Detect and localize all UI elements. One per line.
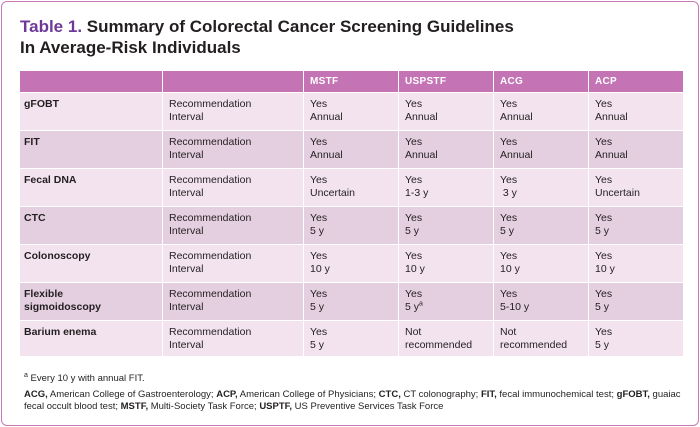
cell-uspstf: Yes 1-3 y (398, 169, 493, 207)
header-test (20, 71, 162, 93)
table-number: Table 1. (20, 17, 83, 36)
cell-acp: Yes Annual (588, 93, 683, 131)
cell-uspstf: Yes Annual (398, 131, 493, 169)
cell-acp: Yes Uncertain (588, 169, 683, 207)
cell-acp: Yes 5 y (588, 207, 683, 245)
screening-guidelines-table: MSTF USPSTF ACG ACP gFOBT Recommendation… (20, 71, 683, 357)
table-row: gFOBT Recommendation Interval Yes Annual Y… (20, 93, 683, 131)
cell-acg: Yes Annual (493, 131, 588, 169)
measure-labels: Recommendation Interval (162, 169, 303, 207)
cell-mstf: Yes 5 y (303, 321, 398, 357)
cell-uspstf: Yes 10 y (398, 245, 493, 283)
measure-labels: Recommendation Interval (162, 131, 303, 169)
header-uspstf: USPSTF (398, 71, 493, 93)
test-name: CTC (20, 207, 162, 245)
cell-mstf: Yes Annual (303, 93, 398, 131)
table-header-row: MSTF USPSTF ACG ACP (20, 71, 683, 93)
cell-acg: Not recommended (493, 321, 588, 357)
abbreviations-footnote: ACG, American College of Gastroenterolog… (24, 389, 681, 412)
table-row: CTC Recommendation Interval Yes 5 y Yes 5 y… (20, 207, 683, 245)
table-row: FIT Recommendation Interval Yes Annual Yes… (20, 131, 683, 169)
table-row: Fecal DNA Recommendation Interval Yes Unce… (20, 169, 683, 207)
footnote-a: a Every 10 y with annual FIT. (24, 371, 145, 384)
cell-uspstf: Yes 5 y (398, 207, 493, 245)
header-acp: ACP (588, 71, 683, 93)
cell-acg: Yes 5 y (493, 207, 588, 245)
cell-acg: Yes Annual (493, 93, 588, 131)
cell-acp: Yes 10 y (588, 245, 683, 283)
footnote-marker: a (419, 300, 423, 308)
table-row: Colonoscopy Recommendation Interval Yes 10… (20, 245, 683, 283)
measure-labels: Recommendation Interval (162, 245, 303, 283)
test-name: Barium enema (20, 321, 162, 357)
header-acg: ACG (493, 71, 588, 93)
cell-uspstf: Not recommended (398, 321, 493, 357)
table-row: Flexible sigmoidoscopy Recommendation Inte… (20, 283, 683, 321)
header-mstf: MSTF (303, 71, 398, 93)
cell-acp: Yes 5 y (588, 283, 683, 321)
test-name: Colonoscopy (20, 245, 162, 283)
test-name: Fecal DNA (20, 169, 162, 207)
cell-mstf: Yes 5 y (303, 207, 398, 245)
table-title: Table 1. Summary of Colorectal Cancer Sc… (20, 16, 680, 58)
cell-mstf: Yes 5 y (303, 283, 398, 321)
measure-labels: Recommendation Interval (162, 283, 303, 321)
measure-labels: Recommendation Interval (162, 207, 303, 245)
title-text-line2: In Average-Risk Individuals (20, 38, 241, 57)
cell-uspstf: Yes Annual (398, 93, 493, 131)
cell-acg: Yes 10 y (493, 245, 588, 283)
test-name: FIT (20, 131, 162, 169)
cell-mstf: Yes 10 y (303, 245, 398, 283)
measure-labels: Recommendation Interval (162, 321, 303, 357)
cell-acg: Yes 5-10 y (493, 283, 588, 321)
measure-labels: Recommendation Interval (162, 93, 303, 131)
cell-acp: Yes 5 y (588, 321, 683, 357)
table-row: Barium enema Recommendation Interval Yes 5… (20, 321, 683, 357)
cell-uspstf: Yes 5 ya (398, 283, 493, 321)
title-text: Summary of Colorectal Cancer Screening G… (86, 17, 514, 36)
header-measure (162, 71, 303, 93)
cell-mstf: Yes Uncertain (303, 169, 398, 207)
test-name: Flexible sigmoidoscopy (20, 283, 162, 321)
cell-acp: Yes Annual (588, 131, 683, 169)
cell-acg: Yes 3 y (493, 169, 588, 207)
cell-mstf: Yes Annual (303, 131, 398, 169)
test-name: gFOBT (20, 93, 162, 131)
